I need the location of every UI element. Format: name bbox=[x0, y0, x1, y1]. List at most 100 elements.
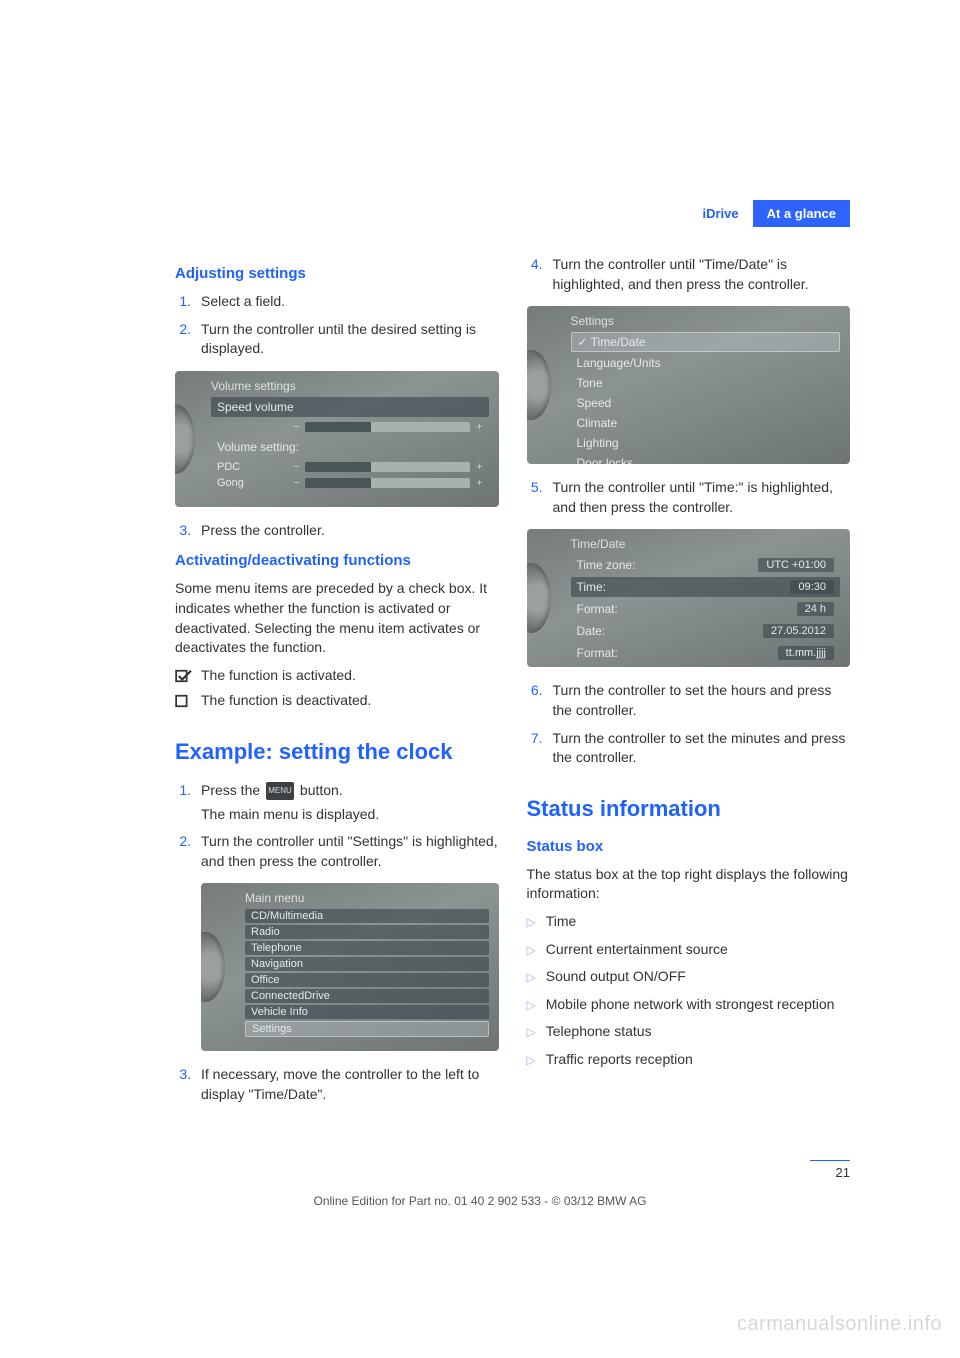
list-item: 5. Turn the controller until "Time:" is … bbox=[527, 478, 851, 517]
triangle-bullet-icon: ▷ bbox=[527, 1052, 536, 1070]
checkbox-checked-icon bbox=[175, 669, 193, 683]
list-item: 4. Turn the controller until "Time/Date"… bbox=[527, 255, 851, 294]
step-text: Press the controller. bbox=[201, 521, 499, 541]
bullet-text: Sound output ON/OFF bbox=[546, 967, 686, 987]
screen-kv-row: Time zone:UTC +01:00 bbox=[571, 555, 841, 575]
bullet-item: ▷Telephone status bbox=[527, 1022, 851, 1042]
right-steps-4: 4. Turn the controller until "Time/Date"… bbox=[527, 255, 851, 294]
activating-body: Some menu items are preceded by a check … bbox=[175, 579, 499, 657]
bullet-item: ▷ Time bbox=[527, 912, 851, 932]
screen-menu-item: Navigation bbox=[245, 957, 489, 971]
step-text: Turn the controller until "Settings" is … bbox=[201, 832, 499, 871]
triangle-bullet-icon: ▷ bbox=[527, 969, 536, 987]
step-number: 5. bbox=[527, 478, 543, 517]
list-item: 1. Select a field. bbox=[175, 292, 499, 312]
step-number: 1. bbox=[175, 292, 191, 312]
step-number: 3. bbox=[175, 521, 191, 541]
right-steps-5: 5. Turn the controller until "Time:" is … bbox=[527, 478, 851, 517]
text-fragment: Press the bbox=[201, 782, 260, 798]
bullet-text: Time bbox=[546, 912, 577, 932]
text-fragment: button. bbox=[300, 782, 343, 798]
screen-kv-row: Time:09:30 bbox=[571, 577, 841, 597]
function-deactivated-line: The function is deactivated. bbox=[175, 691, 499, 711]
manual-page: iDrive At a glance Adjusting settings 1.… bbox=[0, 0, 960, 1117]
step-text: Turn the controller until "Time:" is hig… bbox=[553, 478, 851, 517]
settings-screenshot: Settings ✓ Time/DateLanguage/UnitsToneSp… bbox=[527, 306, 851, 464]
idrive-wheel-icon bbox=[201, 932, 225, 1002]
screen-kv-row: Date:27.05.2012 bbox=[571, 621, 841, 641]
status-box-body: The status box at the top right displays… bbox=[527, 865, 851, 904]
step-number: 4. bbox=[527, 255, 543, 294]
step-number: 2. bbox=[175, 320, 191, 359]
step-text: Select a field. bbox=[201, 292, 499, 312]
bullet-text: Current entertainment source bbox=[546, 940, 728, 960]
step-text: Turn the controller until "Time/Date" is… bbox=[553, 255, 851, 294]
heading-status-box: Status box bbox=[527, 838, 851, 855]
screen-menu-item: CD/Multimedia bbox=[245, 909, 489, 923]
idrive-wheel-icon bbox=[175, 404, 195, 474]
list-item: 6. Turn the controller to set the hours … bbox=[527, 681, 851, 720]
triangle-bullet-icon: ▷ bbox=[527, 942, 536, 960]
step-subtext: The main menu is displayed. bbox=[201, 805, 499, 825]
step-text: If necessary, move the controller to the… bbox=[201, 1065, 499, 1104]
screen-menu-item: Vehicle Info bbox=[245, 1005, 489, 1019]
screen-menu-item: ✓ Time/Date bbox=[571, 332, 841, 352]
slider-row: −+ bbox=[211, 419, 489, 435]
screen-menu-item: Language/Units bbox=[571, 354, 841, 372]
step-number: 7. bbox=[527, 729, 543, 768]
function-activated-line: The function is activated. bbox=[175, 666, 499, 686]
screen-title: Time/Date bbox=[571, 537, 841, 551]
example-steps-list: 1. Press the MENU button. The main menu … bbox=[175, 781, 499, 871]
func-off-text: The function is deactivated. bbox=[201, 691, 371, 711]
idrive-wheel-icon bbox=[527, 350, 551, 420]
idrive-wheel-icon bbox=[527, 563, 551, 633]
footer-line: Online Edition for Part no. 01 40 2 902 … bbox=[0, 1194, 960, 1208]
screen-menu-item: Door locks bbox=[571, 454, 841, 464]
page-number: 21 bbox=[810, 1160, 850, 1180]
bullet-text: Traffic reports reception bbox=[546, 1050, 693, 1070]
func-on-text: The function is activated. bbox=[201, 666, 356, 686]
list-item: 7. Turn the controller to set the minute… bbox=[527, 729, 851, 768]
screen-menu-item: ConnectedDrive bbox=[245, 989, 489, 1003]
screen-menu-item: Settings bbox=[245, 1021, 489, 1037]
status-bullet-list: ▷ Time ▷ Current entertainment source ▷ Sound… bbox=[527, 912, 851, 1070]
left-column: Adjusting settings 1. Select a field. 2.… bbox=[175, 255, 499, 1117]
screen-title: Main menu bbox=[245, 891, 489, 905]
step-text: Turn the controller until the desired se… bbox=[201, 320, 499, 359]
header-tabs: iDrive At a glance bbox=[175, 200, 850, 227]
bullet-item: ▷ Sound output ON/OFF bbox=[527, 967, 851, 987]
step-number: 3. bbox=[175, 1065, 191, 1104]
screen-title: Volume settings bbox=[211, 379, 489, 393]
heading-adjusting-settings: Adjusting settings bbox=[175, 265, 499, 282]
slider-row: Gong−+ bbox=[211, 475, 489, 491]
timedate-screenshot: Time/Date Time zone:UTC +01:00Time:09:30… bbox=[527, 529, 851, 667]
bullet-item: ▷ Current entertainment source bbox=[527, 940, 851, 960]
screen-menu-item: Lighting bbox=[571, 434, 841, 452]
example-steps-list-cont: 3. If necessary, move the controller to … bbox=[175, 1065, 499, 1104]
list-item: 1. Press the MENU button. The main menu … bbox=[175, 781, 499, 824]
list-item: 2. Turn the controller until the desired… bbox=[175, 320, 499, 359]
bullet-text: Telephone status bbox=[546, 1022, 652, 1042]
volume-settings-screenshot: Volume settings Speed volume −+ Volume s… bbox=[175, 371, 499, 507]
right-column: 4. Turn the controller until "Time/Date"… bbox=[527, 255, 851, 1117]
screen-row: Volume setting: bbox=[211, 437, 489, 457]
step-number: 1. bbox=[175, 781, 191, 824]
step-text: Turn the controller to set the minutes a… bbox=[553, 729, 851, 768]
watermark: carmanualsonline.info bbox=[737, 1313, 942, 1336]
heading-status-information: Status information bbox=[527, 796, 851, 822]
screen-menu-item: Telephone bbox=[245, 941, 489, 955]
page-number-value: 21 bbox=[836, 1165, 850, 1180]
right-steps-6-7: 6. Turn the controller to set the hours … bbox=[527, 681, 851, 767]
triangle-bullet-icon: ▷ bbox=[527, 997, 536, 1015]
screen-kv-row: Format:tt.mm.jjjj bbox=[571, 643, 841, 663]
screen-menu-item: Office bbox=[245, 973, 489, 987]
list-item: 3. Press the controller. bbox=[175, 521, 499, 541]
triangle-bullet-icon: ▷ bbox=[527, 914, 536, 932]
slider-row: PDC−+ bbox=[211, 459, 489, 475]
step-text: Turn the controller to set the hours and… bbox=[553, 681, 851, 720]
screen-row: Speed volume bbox=[211, 397, 489, 417]
list-item: 2. Turn the controller until "Settings" … bbox=[175, 832, 499, 871]
screen-menu-item: Climate bbox=[571, 414, 841, 432]
tab-at-a-glance: At a glance bbox=[753, 200, 850, 227]
bullet-item: ▷Mobile phone network with strongest rec… bbox=[527, 995, 851, 1015]
